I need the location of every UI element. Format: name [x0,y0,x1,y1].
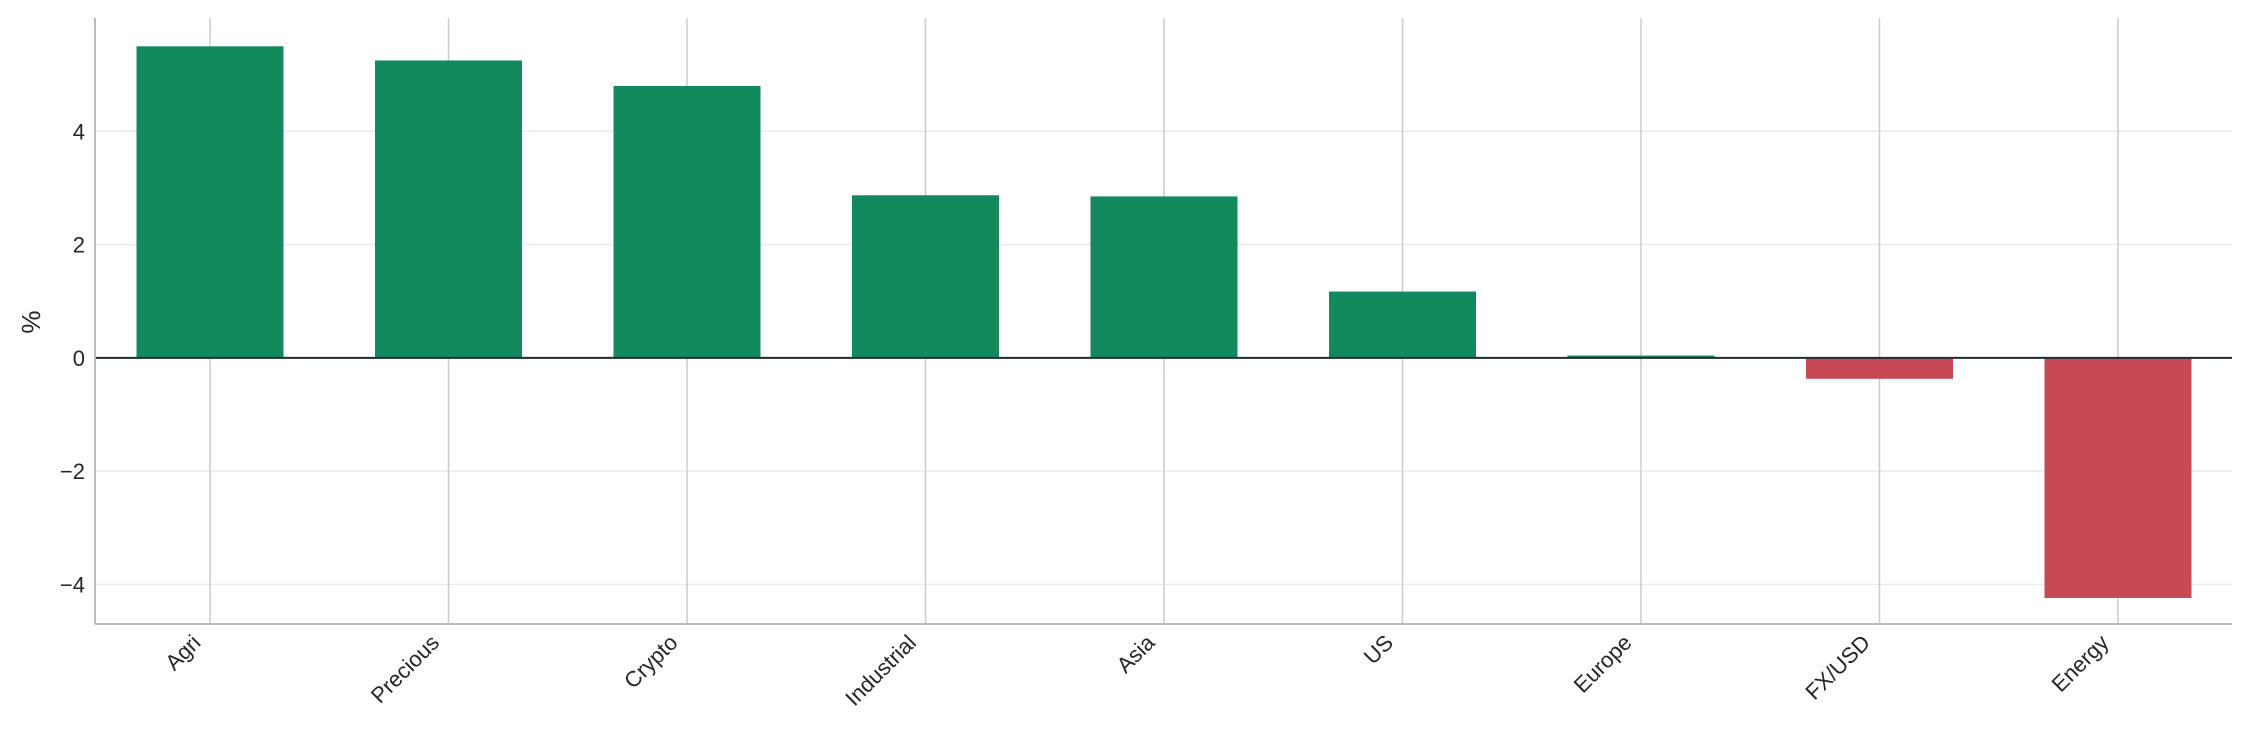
x-tick-label: Precious [366,630,444,708]
x-tick-label: Asia [1112,629,1160,677]
y-tick-label: −4 [60,572,85,597]
y-tick-label: −2 [60,459,85,484]
x-tick-labels: Agri Precious Crypto Industrial Asia US Europe… [160,629,2113,710]
bar-crypto [613,85,761,358]
x-tick-label: Industrial [840,630,921,711]
x-tick-label: Europe [1569,630,1637,698]
x-tick-label: Crypto [619,630,682,693]
bars [136,46,2192,598]
y-tick-labels: −4 −2 0 2 4 [60,119,85,597]
bar-precious [375,60,522,358]
y-tick-label: 4 [73,119,85,144]
bar-europe [1567,355,1715,358]
bar-us [1329,291,1476,358]
axes-spines [94,18,2232,625]
x-tick-label: FX/USD [1800,630,1875,705]
y-tick-label: 2 [73,233,85,258]
bar-asia [1090,196,1238,358]
bar-agri [136,46,284,358]
x-tick-label: US [1359,630,1398,669]
x-tick-label: Agri [160,630,205,675]
y-axis-label: % [16,310,46,333]
y-tick-label: 0 [73,346,85,371]
x-tick-label: Energy [2047,630,2114,697]
bar-industrial [852,195,999,358]
bar-energy [2044,357,2192,598]
bar-fx-usd [1806,357,1953,379]
